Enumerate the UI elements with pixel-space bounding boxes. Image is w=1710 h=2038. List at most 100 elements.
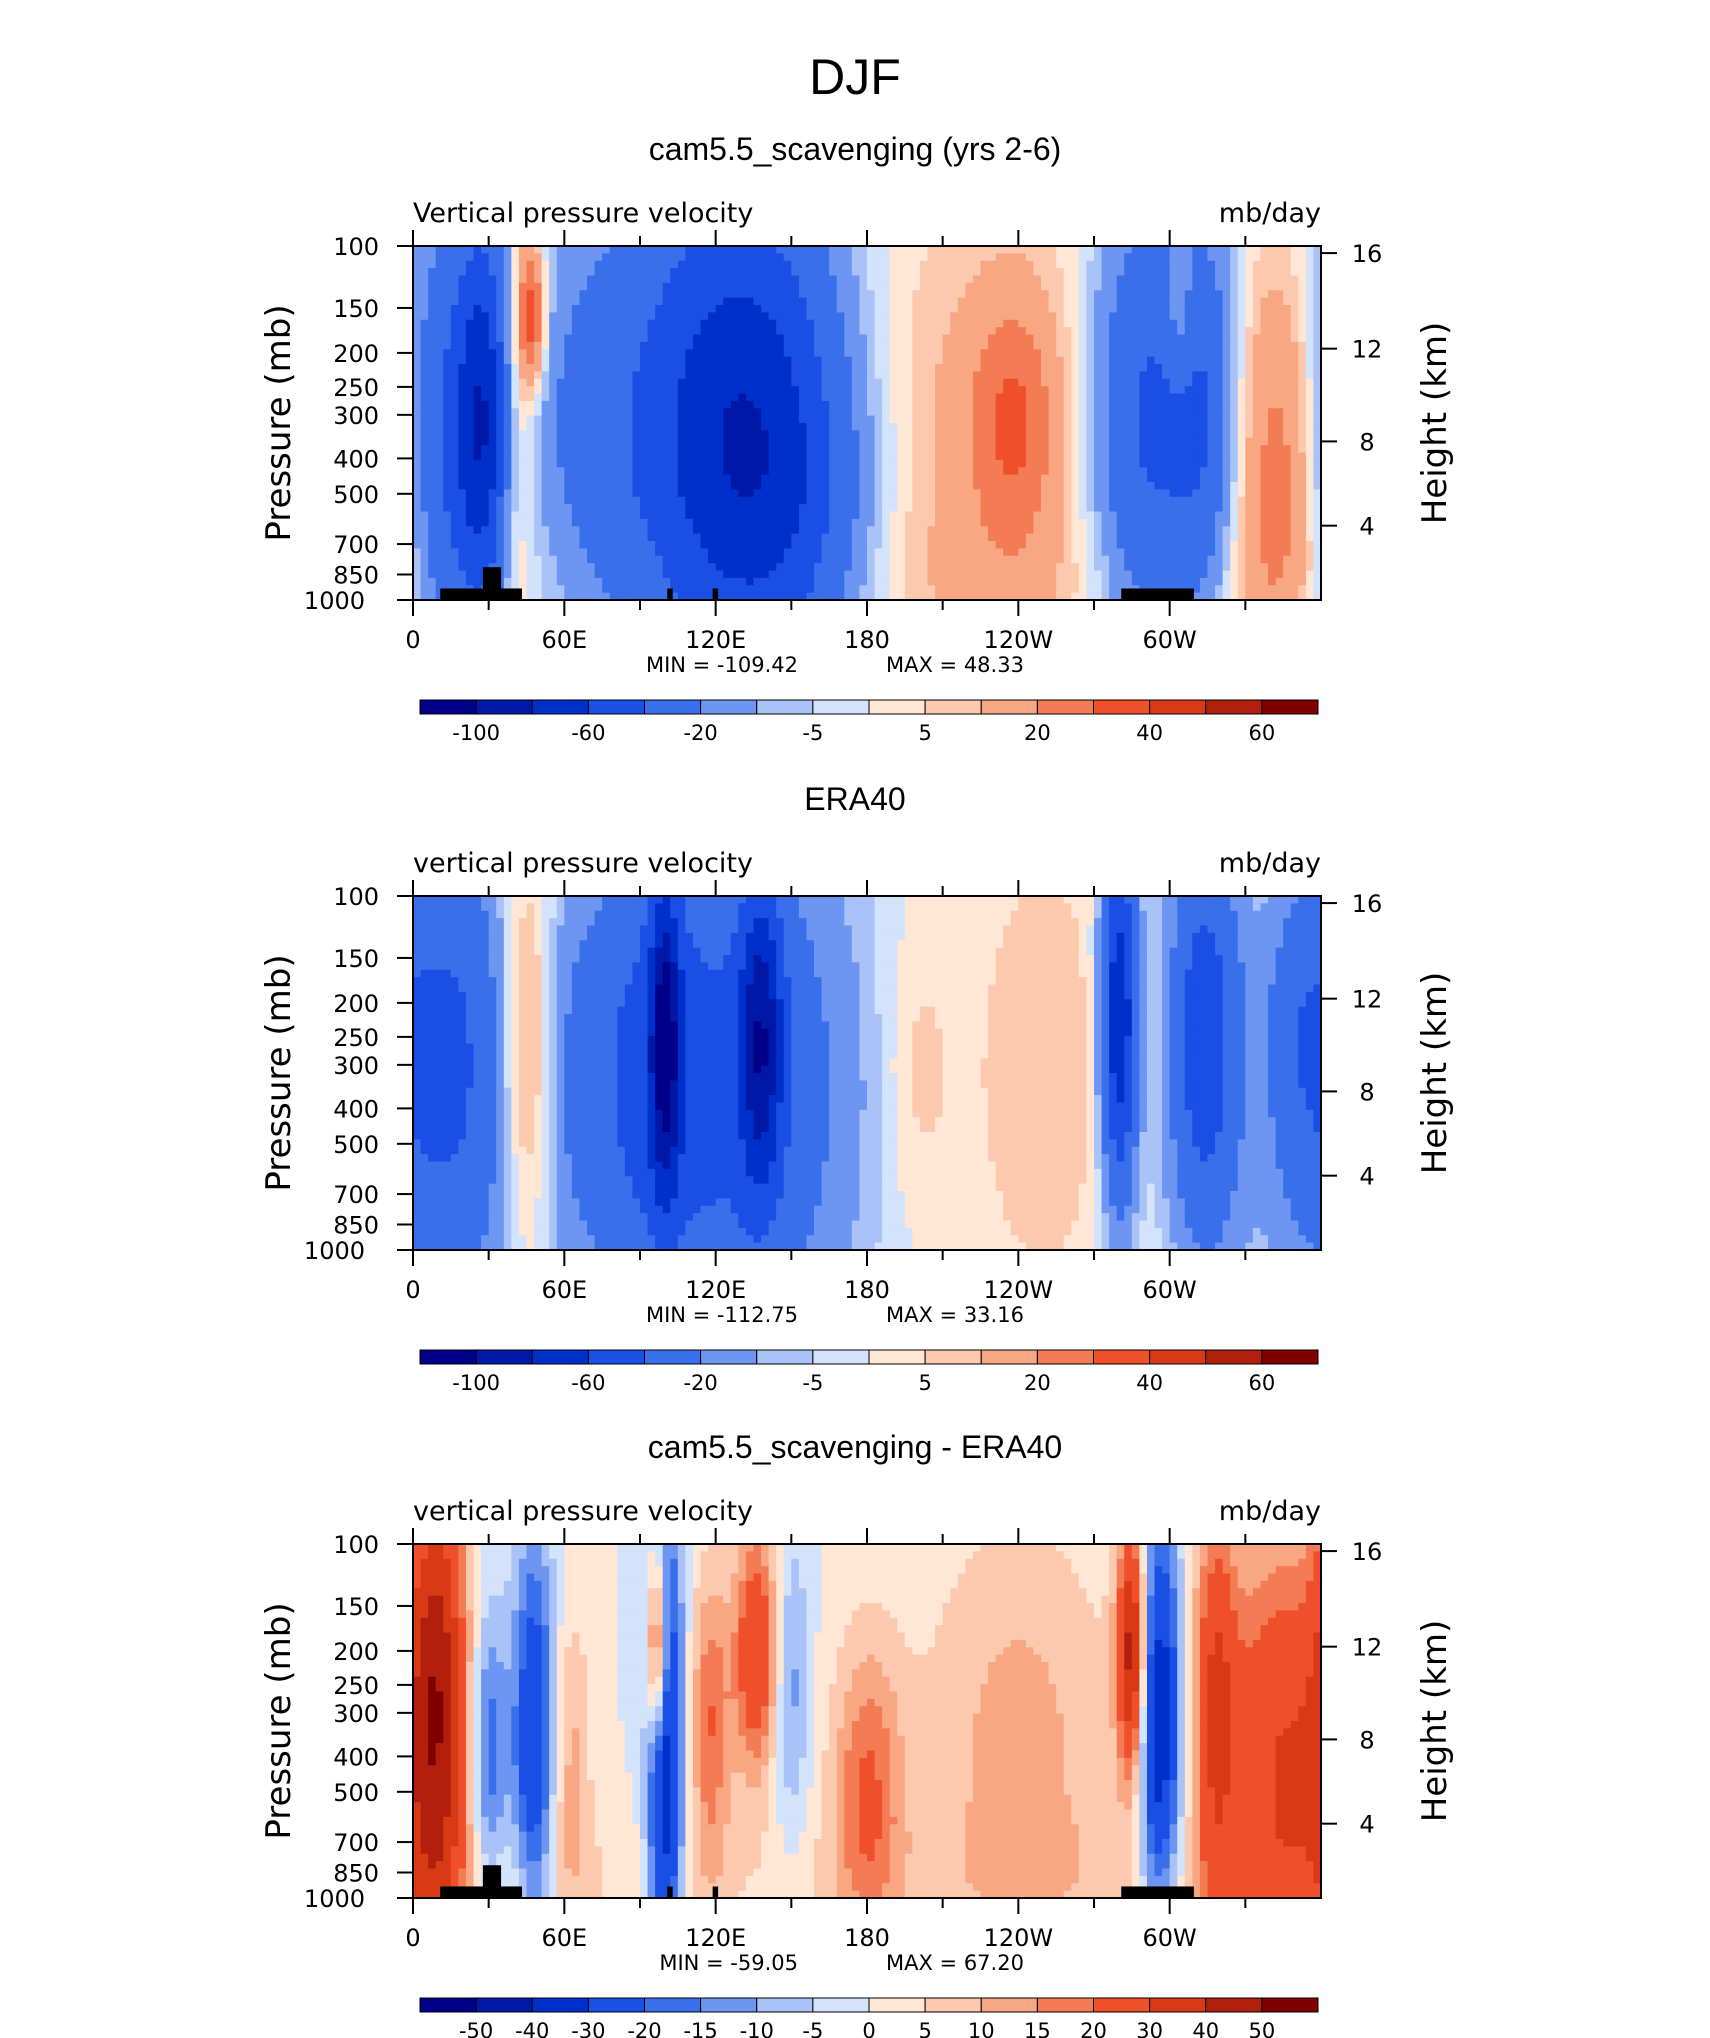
field-cell	[428, 312, 437, 321]
field-cell	[511, 459, 520, 468]
field-cell	[995, 364, 1004, 372]
field-cell	[1146, 548, 1156, 557]
field-cell	[420, 585, 429, 594]
field-cell	[874, 305, 883, 313]
field-cell	[556, 246, 565, 254]
field-cell	[1154, 319, 1163, 328]
field-cell	[647, 275, 656, 284]
field-cell	[738, 364, 747, 372]
field-cell	[715, 334, 724, 343]
field-cell	[413, 415, 422, 424]
field-cell	[1078, 268, 1088, 277]
field-cell	[1056, 356, 1065, 365]
field-cell	[889, 467, 898, 476]
field-cell	[867, 459, 876, 468]
field-cell	[1146, 459, 1156, 468]
field-cell	[806, 334, 815, 343]
field-cell	[1025, 356, 1035, 365]
field-cell	[1033, 482, 1042, 490]
field-cell	[534, 526, 543, 535]
field-cell	[980, 305, 989, 313]
field-cell	[420, 408, 429, 417]
field-cell	[428, 437, 437, 446]
field-cell	[1177, 511, 1186, 520]
field-cell	[995, 297, 1004, 306]
field-cell	[776, 408, 785, 417]
field-cell	[1018, 518, 1027, 527]
field-cell	[465, 423, 475, 431]
field-cell	[791, 526, 800, 535]
field-cell	[919, 371, 929, 380]
field-cell	[798, 341, 808, 350]
field-cell	[1184, 246, 1193, 254]
field-cell	[836, 437, 845, 446]
field-cell	[1056, 548, 1065, 557]
field-cell	[942, 496, 951, 505]
field-cell	[972, 305, 982, 313]
field-cell	[1033, 275, 1042, 284]
field-cell	[806, 290, 815, 299]
field-cell	[511, 496, 520, 505]
field-cell	[579, 312, 588, 321]
field-cell	[1010, 423, 1019, 431]
field-cell	[1041, 275, 1050, 284]
field-cell	[700, 297, 709, 306]
field-cell	[481, 555, 490, 564]
field-cell	[1162, 430, 1171, 439]
field-cell	[647, 268, 656, 277]
field-cell	[1109, 386, 1118, 395]
field-cell	[783, 445, 792, 454]
field-cell	[587, 253, 596, 262]
field-cell	[972, 496, 982, 505]
field-cell	[1177, 349, 1186, 358]
field-cell	[851, 563, 861, 572]
field-cell	[935, 518, 944, 527]
field-cell	[420, 526, 429, 535]
field-cell	[564, 400, 573, 409]
field-cell	[1192, 467, 1201, 476]
field-cell	[1018, 489, 1027, 498]
field-cell	[935, 474, 944, 483]
field-cell	[814, 305, 823, 313]
field-cell	[640, 533, 649, 542]
field-cell	[617, 246, 626, 254]
field-cell	[1094, 496, 1103, 505]
field-cell	[919, 518, 929, 527]
field-cell	[753, 467, 762, 476]
field-cell	[1124, 459, 1133, 468]
field-cell	[821, 275, 830, 284]
field-cell	[632, 533, 641, 542]
field-cell	[950, 319, 959, 328]
field-cell	[821, 518, 830, 527]
field-cell	[1124, 533, 1133, 542]
field-cell	[1162, 518, 1171, 527]
field-cell	[851, 393, 861, 402]
field-cell	[1154, 452, 1163, 461]
field-cell	[655, 482, 664, 490]
field-cell	[904, 327, 913, 336]
field-cell	[738, 282, 747, 291]
field-cell	[413, 371, 422, 380]
field-cell	[662, 526, 671, 535]
field-cell	[556, 415, 565, 424]
field-cell	[511, 260, 520, 269]
field-cell	[443, 356, 452, 365]
field-cell	[564, 423, 573, 431]
field-cell	[465, 555, 475, 564]
field-cell	[1063, 511, 1072, 520]
field-cell	[761, 305, 770, 313]
field-cell	[730, 290, 739, 299]
field-cell	[692, 592, 702, 600]
field-cell	[965, 393, 974, 402]
field-cell	[927, 437, 936, 446]
field-cell	[761, 437, 770, 446]
field-cell	[1025, 467, 1035, 476]
field-cell	[829, 312, 838, 321]
field-cell	[791, 305, 800, 313]
field-cell	[541, 430, 550, 439]
field-cell	[571, 371, 581, 380]
field-cell	[776, 341, 785, 350]
field-cell	[1131, 378, 1140, 387]
field-cell	[821, 474, 830, 483]
field-cell	[413, 246, 422, 254]
